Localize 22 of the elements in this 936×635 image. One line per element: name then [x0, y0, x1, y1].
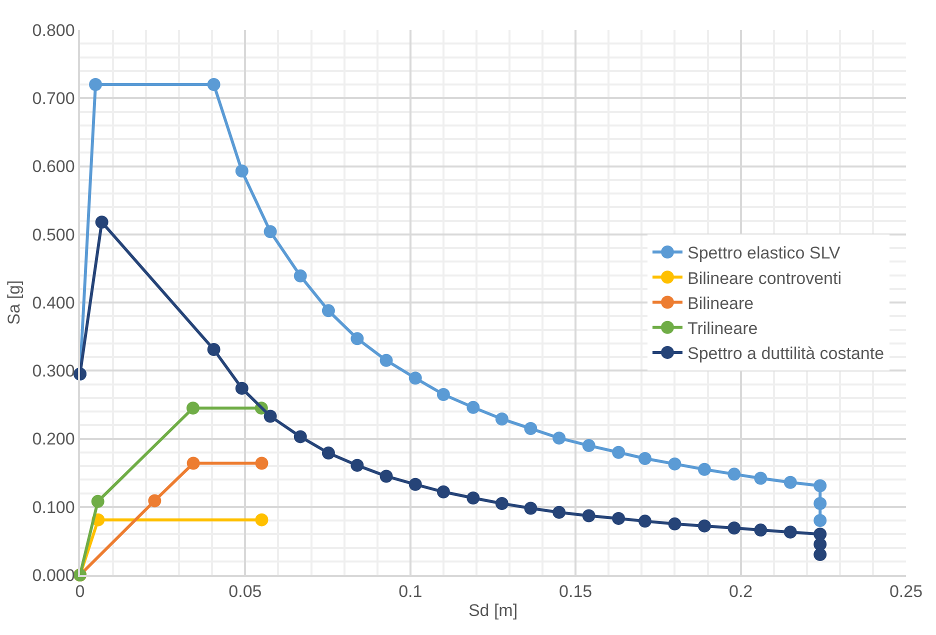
legend-label: Bilineare controventi	[687, 268, 842, 288]
y-tick-label: 0.300	[32, 362, 75, 381]
x-tick-label: 0.2	[728, 582, 753, 602]
y-tick-label: 0.400	[32, 293, 75, 312]
y-tick-label: 0.200	[32, 430, 75, 449]
y-tick-label: 0.700	[32, 89, 75, 108]
y-axis-title: Sa [g]	[4, 280, 24, 325]
x-tick-label: 0.15	[559, 582, 592, 602]
x-tick-label: 0.05	[228, 582, 262, 602]
x-tick-label: 0.1	[398, 582, 422, 602]
y-tick-label: 0.000	[32, 566, 75, 585]
legend-label: Spettro a duttilità costante	[687, 344, 884, 364]
x-axis-title: Sd [m]	[468, 601, 518, 620]
y-tick-label: 0.500	[32, 225, 75, 244]
x-tick-label: 0	[75, 582, 85, 602]
legend-label: Trilineare	[687, 318, 758, 338]
y-tick-label: 0.600	[32, 157, 75, 176]
y-tick-label: 0.800	[32, 20, 75, 40]
legend-label: Bilineare	[687, 294, 754, 313]
legend-label: Spettro elastico SLV	[687, 244, 841, 263]
x-tick-label: 0.25	[889, 582, 923, 602]
y-tick-label: 0.100	[32, 498, 75, 517]
